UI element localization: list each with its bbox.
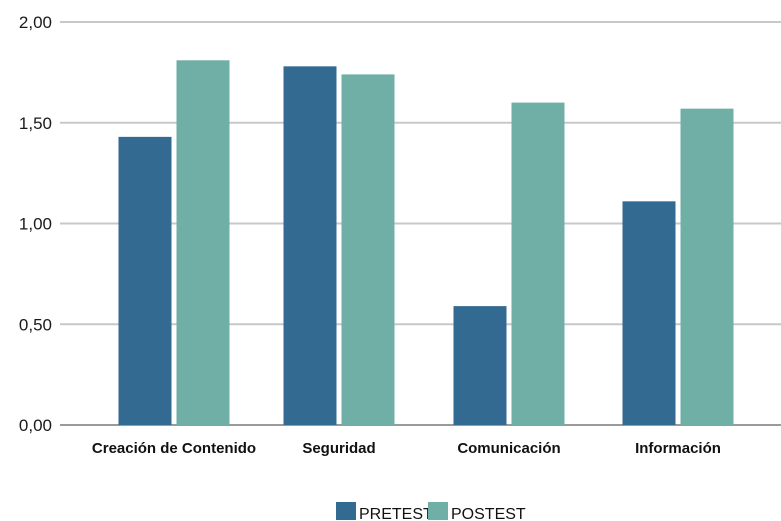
y-tick-label: 0,00 [19,416,52,435]
y-tick-label: 1,50 [19,114,52,133]
bar-pretest-1 [118,136,172,426]
legend-swatch-pretest [336,502,356,520]
category-labels: Creación de Contenido Seguridad Comunicaci… [92,440,721,457]
bar-postest-3 [511,102,565,425]
bar-pretest-2 [283,66,337,425]
legend: PRETEST POSTEST [336,502,526,521]
category-label: Seguridad [302,440,375,457]
category-label: Creación de Contenido [92,440,256,457]
bar-pretest-4 [622,201,676,425]
category-label: Información [635,440,721,457]
y-axis-tick-labels: 0,00 0,50 1,00 1,50 2,00 [19,13,52,435]
bar-postest-1 [176,60,230,425]
legend-swatch-postest [428,502,448,520]
y-tick-label: 1,00 [19,215,52,234]
legend-label-postest: POSTEST [451,506,526,521]
category-label: Comunicación [457,440,560,457]
y-tick-label: 0,50 [19,315,52,334]
y-tick-label: 2,00 [19,13,52,32]
legend-label-pretest: PRETEST [359,506,433,521]
bar-postest-2 [341,74,395,425]
bar-postest-4 [680,108,734,426]
bar-pretest-3 [453,306,507,425]
bars [118,60,734,426]
